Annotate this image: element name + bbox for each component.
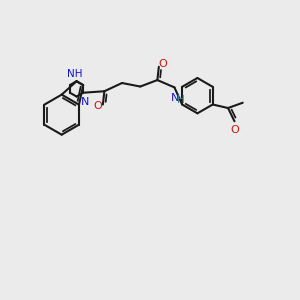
Text: H: H xyxy=(177,95,185,105)
Text: NH: NH xyxy=(67,69,83,79)
Text: N: N xyxy=(80,97,89,107)
Text: O: O xyxy=(158,59,167,70)
Text: O: O xyxy=(230,125,239,135)
Text: N: N xyxy=(171,93,179,103)
Text: O: O xyxy=(93,101,102,111)
